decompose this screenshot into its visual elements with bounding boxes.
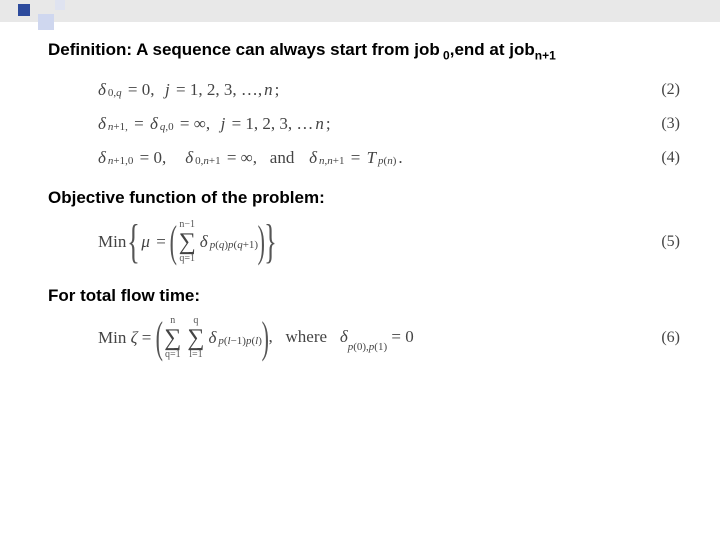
definition-text-mid: ,end at job bbox=[450, 40, 535, 59]
equation-5: Min { μ = ( n−1 ∑ q=1 δp(q)p(q+1) ) } (5… bbox=[98, 218, 690, 266]
equation-2-number: (2) bbox=[661, 81, 680, 99]
definition-text-pre: Definition: A sequence can always start … bbox=[48, 40, 440, 59]
definition-sub-n1: n+1 bbox=[535, 48, 556, 62]
slide-top-accent bbox=[0, 0, 720, 22]
equation-6-number: (6) bbox=[661, 329, 680, 347]
slide-content: Definition: A sequence can always start … bbox=[48, 40, 690, 366]
accent-square-tiny bbox=[55, 0, 65, 10]
equation-5-min: Min bbox=[98, 232, 126, 252]
sum-icon-inner: q ∑ l=1 bbox=[187, 316, 204, 360]
equation-6-body: Min ζ = ( n ∑ q=1 q ∑ l=1 δp(l−1)p(l) ) … bbox=[98, 316, 414, 360]
sum-icon-outer: n ∑ q=1 bbox=[164, 316, 181, 360]
equation-6: Min ζ = ( n ∑ q=1 q ∑ l=1 δp(l−1)p(l) ) … bbox=[98, 316, 690, 360]
equation-2: δ0,q = 0, j = 1, 2, 3, …, n; (2) bbox=[98, 80, 690, 100]
equation-5-body: Min { μ = ( n−1 ∑ q=1 δp(q)p(q+1) ) } bbox=[98, 218, 276, 266]
equation-4: δn+1,0 = 0, δ0,n+1 = ∞, and δn,n+1 = Tp(… bbox=[98, 148, 690, 168]
sum-lower: q=1 bbox=[179, 254, 195, 264]
accent-square-dark bbox=[18, 4, 30, 16]
sum-lower-1: q=1 bbox=[165, 350, 181, 360]
objective-heading: Objective function of the problem: bbox=[48, 188, 690, 208]
equation-4-number: (4) bbox=[661, 149, 680, 167]
equation-3-number: (3) bbox=[661, 115, 680, 133]
equation-4-body: δn+1,0 = 0, δ0,n+1 = ∞, and δn,n+1 = Tp(… bbox=[98, 148, 403, 168]
definition-sub-zero: 0 bbox=[440, 48, 450, 62]
sum-lower-2: l=1 bbox=[189, 350, 202, 360]
equation-3: δn+1, = δq,0 = ∞, j = 1, 2, 3, …n; (3) bbox=[98, 114, 690, 134]
equation-5-number: (5) bbox=[661, 233, 680, 251]
flowtime-heading: For total flow time: bbox=[48, 286, 690, 306]
equation-3-body: δn+1, = δq,0 = ∞, j = 1, 2, 3, …n; bbox=[98, 114, 331, 134]
equation-2-body: δ0,q = 0, j = 1, 2, 3, …, n; bbox=[98, 80, 279, 100]
accent-square-light bbox=[38, 14, 54, 30]
sum-icon: n−1 ∑ q=1 bbox=[179, 220, 196, 264]
definition-heading: Definition: A sequence can always start … bbox=[48, 40, 690, 62]
